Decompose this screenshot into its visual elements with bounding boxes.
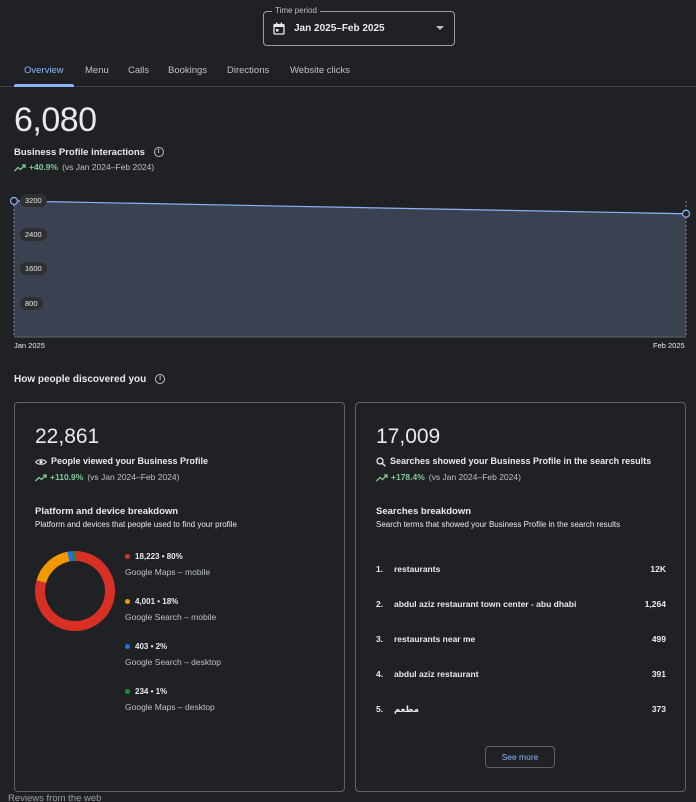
- search-term: restaurants: [394, 564, 441, 574]
- donut-slice: [35, 551, 115, 631]
- tab-bar: Overview Menu Calls Bookings Directions …: [0, 56, 696, 87]
- legend-value: 403 • 2%: [135, 642, 168, 651]
- search-term: abdul aziz restaurant town center - abu …: [394, 599, 577, 609]
- x-tick-label: Feb 2025: [653, 341, 685, 350]
- searches-delta: +178.4% (vs Jan 2024–Feb 2024): [376, 472, 521, 482]
- chevron-down-icon: [436, 26, 444, 30]
- y-tick-label: 1600: [20, 262, 47, 275]
- search-term-count: 373: [651, 704, 666, 714]
- profile-views-delta-pct: +110.9%: [50, 472, 84, 482]
- tab-directions[interactable]: Directions: [227, 65, 270, 76]
- donut-slice: [35, 551, 115, 631]
- legend-dot: [125, 599, 130, 605]
- searches-caption: Searches showed your Business Profile in…: [376, 456, 651, 467]
- profile-views-delta: +110.9% (vs Jan 2024–Feb 2024): [35, 472, 179, 482]
- tab-bookings[interactable]: Bookings: [168, 65, 208, 76]
- searches-total: 17,009: [376, 425, 441, 448]
- legend-label: Google Search – mobile: [125, 612, 217, 622]
- time-period-value: Jan 2025–Feb 2025: [294, 23, 385, 34]
- legend-value: 234 • 1%: [135, 687, 168, 696]
- legend-value: 4,001 • 18%: [135, 597, 179, 606]
- search-term-rank: 5.: [376, 704, 384, 714]
- legend-item-maps-mobile: 18,223 • 80% Google Maps – mobile: [125, 552, 210, 577]
- search-term: مطعم: [394, 704, 420, 714]
- legend-item-search-mobile: 4,001 • 18% Google Search – mobile: [125, 597, 216, 622]
- search-term-count: 1,264: [644, 599, 666, 609]
- trending-up-icon: [376, 474, 388, 482]
- series-line: [13, 200, 687, 215]
- y-tick-label: 800: [20, 297, 43, 310]
- search-term-rank: 1.: [376, 564, 384, 574]
- area-chart: [9, 196, 691, 338]
- y-tick-label: 3200: [20, 194, 47, 207]
- platform-breakdown-title: Platform and device breakdown: [35, 506, 179, 517]
- legend-item-search-desktop: 403 • 2% Google Search – desktop: [125, 642, 221, 667]
- legend-dot: [125, 554, 130, 560]
- donut-slice: [35, 551, 115, 631]
- legend-label: Google Maps – desktop: [125, 702, 215, 712]
- search-term: abdul aziz restaurant: [394, 669, 479, 679]
- search-term-count: 391: [651, 669, 666, 679]
- data-point[interactable]: [9, 196, 19, 206]
- search-term: restaurants near me: [394, 634, 476, 644]
- interactions-total: 6,080: [14, 101, 97, 139]
- search-term-rank: 4.: [376, 669, 384, 679]
- tab-website-clicks[interactable]: Website clicks: [290, 65, 351, 76]
- interactions-label-text: Business Profile interactions: [14, 147, 145, 158]
- legend-label: Google Maps – mobile: [125, 567, 211, 577]
- section-title-text: How people discovered you: [14, 374, 147, 385]
- donut-slice: [35, 551, 115, 631]
- tab-overview[interactable]: Overview: [24, 65, 64, 76]
- interactions-chart: 3200 2400 1600 800 Jan 2025 Feb 2025: [0, 190, 696, 350]
- data-point[interactable]: [681, 209, 691, 218]
- searches-card: 17,009 Searches showed your Business Pro…: [355, 402, 686, 792]
- legend-dot: [125, 689, 130, 695]
- search-icon: [376, 456, 386, 467]
- searches-breakdown-subtitle: Search terms that showed your Business P…: [376, 520, 621, 529]
- interactions-delta-pct: +40.9%: [29, 162, 59, 172]
- interactions-label: Business Profile interactions i: [14, 147, 164, 158]
- x-tick-label: Jan 2025: [14, 341, 45, 350]
- profile-views-card: 22,861 People viewed your Business Profi…: [14, 402, 345, 792]
- legend-item-maps-desktop: 234 • 1% Google Maps – desktop: [125, 687, 215, 712]
- see-more-button[interactable]: See more: [485, 746, 555, 768]
- search-term-rank: 2.: [376, 599, 384, 609]
- profile-views-caption-text: People viewed your Business Profile: [51, 456, 209, 466]
- eye-icon: [35, 458, 47, 465]
- legend-label: Google Search – desktop: [125, 657, 221, 667]
- trending-up-icon: [35, 474, 47, 482]
- trending-up-icon: [14, 164, 26, 172]
- area-fill: [14, 201, 686, 337]
- searches-delta-pct: +178.4%: [391, 472, 425, 482]
- profile-views-caption: People viewed your Business Profile: [35, 456, 208, 466]
- legend-value: 18,223 • 80%: [135, 552, 183, 561]
- search-term-count: 499: [651, 634, 666, 644]
- reviews-from-web-heading: Reviews from the web: [8, 793, 102, 802]
- searches-delta-vs: (vs Jan 2024–Feb 2024): [428, 472, 521, 482]
- y-tick-label: 2400: [20, 228, 47, 241]
- search-term-count: 12K: [650, 564, 666, 574]
- info-icon[interactable]: i: [155, 374, 166, 385]
- info-icon[interactable]: i: [153, 147, 164, 158]
- searches-breakdown-title: Searches breakdown: [376, 506, 472, 517]
- profile-views-total: 22,861: [35, 425, 100, 448]
- calendar-icon: [273, 22, 285, 35]
- tab-calls[interactable]: Calls: [128, 65, 150, 76]
- tab-menu[interactable]: Menu: [85, 65, 109, 76]
- interactions-delta: +40.9% (vs Jan 2024–Feb 2024): [14, 162, 154, 172]
- profile-views-delta-vs: (vs Jan 2024–Feb 2024): [87, 472, 180, 482]
- active-tab-indicator: [14, 84, 74, 87]
- platform-breakdown-subtitle: Platform and devices that people used to…: [35, 520, 237, 529]
- interactions-delta-vs: (vs Jan 2024–Feb 2024): [62, 162, 155, 172]
- time-period-select[interactable]: Time period Jan 2025–Feb 2025: [263, 6, 455, 46]
- time-period-legend: Time period: [272, 6, 320, 16]
- legend-dot: [125, 644, 130, 650]
- searches-caption-text: Searches showed your Business Profile in…: [390, 456, 652, 466]
- platform-donut-chart: [35, 551, 115, 631]
- section-title-discovered: How people discovered you i: [14, 374, 166, 385]
- search-term-rank: 3.: [376, 634, 384, 644]
